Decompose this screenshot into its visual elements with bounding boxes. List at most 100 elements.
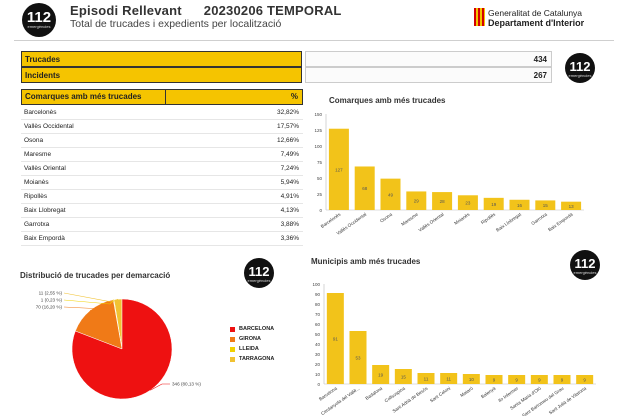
row-comarca: Maresme (24, 151, 52, 158)
bar (372, 365, 390, 384)
bar (380, 178, 401, 210)
bar-value-label: 9 (515, 378, 518, 383)
row-percent: 5,94% (280, 179, 299, 186)
table-row: Baix Llobregat 4,13% (21, 204, 303, 218)
table-row: Garrotxa 3,88% (21, 218, 303, 232)
logo-subtext: emergències (573, 270, 597, 275)
bar (508, 375, 526, 384)
legend-label: BARCELONA (239, 326, 275, 332)
x-tick-label: Osona (379, 211, 393, 223)
pie-leader-line (63, 306, 105, 311)
bar (553, 375, 571, 384)
bar (349, 331, 367, 384)
row-percent: 32,82% (276, 109, 299, 116)
demarcacio-pie-chart: 11 (2,55 %) 1 (0,23 %) 70 (16,20 %) 346 (80… (36, 291, 201, 400)
row-comarca: Ripollès (24, 193, 48, 200)
bar (530, 375, 548, 384)
incidents-value: 267 (305, 67, 552, 83)
row-comarca: Baix Empordà (24, 235, 65, 242)
row-percent: 12,66% (276, 137, 299, 144)
row-percent: 17,57% (276, 123, 299, 130)
incidents-label: Incidents (21, 67, 302, 83)
table-row: Maresme 7,49% (21, 148, 303, 162)
table-row: Vallès Occidental 17,57% (21, 120, 303, 134)
x-tick-label: Sant Celoni (429, 386, 451, 404)
legend-swatch (230, 337, 235, 342)
municipis-chart-title: Municipis amb més trucades (311, 257, 421, 266)
x-tick-label: Cerdanyola del Vallè... (320, 386, 360, 416)
y-tick-label: 50 (317, 176, 323, 181)
y-tick-label: 150 (314, 112, 322, 117)
bar-value-label: 68 (362, 186, 368, 191)
bar-value-label: 11 (446, 377, 451, 382)
bar-value-label: 91 (333, 337, 339, 342)
legend-item: LLEIDA (230, 344, 274, 354)
legend-label: GIRONA (239, 336, 261, 342)
bar-value-label: 49 (388, 192, 394, 197)
y-tick-label: 25 (317, 192, 323, 197)
legend-label: TARRAGONA (239, 356, 275, 362)
pie-slice-label: 1 (0,23 %) (41, 298, 63, 303)
pie-slice-label: 70 (16,20 %) (36, 305, 63, 310)
catalan-flag-icon (474, 8, 485, 26)
112-logo: 112 emergències (565, 53, 595, 83)
bar-value-label: 10 (469, 377, 475, 382)
municipis-bar-chart: 0 10 20 30 40 50 60 70 80 90 100 91 Barcelona 53 Cerda… (312, 282, 596, 416)
bar (417, 373, 435, 384)
gencat-name: Generalitat de Catalunya (488, 8, 583, 18)
header-divider (14, 40, 614, 41)
legend-swatch (230, 347, 235, 352)
table-row: Barcelonès 32,82% (21, 106, 303, 120)
bar (326, 293, 344, 384)
pie-slice-label: 346 (80,13 %) (172, 382, 201, 387)
row-percent: 4,13% (280, 207, 299, 214)
table-row: Ripollès 4,91% (21, 190, 303, 204)
112-logo: 112 emergències (570, 250, 600, 280)
legend-swatch (230, 327, 235, 332)
x-tick-label: Mataró (459, 385, 474, 398)
bar-value-label: 29 (414, 199, 420, 204)
bar (394, 369, 412, 384)
bar-value-label: 15 (401, 375, 407, 380)
row-comarca: Barcelonès (24, 109, 57, 116)
y-tick-label: 60 (315, 322, 321, 327)
bar-value-label: 9 (538, 378, 541, 383)
pie-legend: BARCELONA GIRONA LLEIDA TARRAGONA (230, 324, 274, 364)
x-tick-label: Sant Julià de Vilatorta (548, 385, 588, 415)
y-tick-label: 50 (315, 332, 321, 337)
page-subtitle: Total de trucades i expedients per local… (70, 18, 282, 30)
legend-item: BARCELONA (230, 324, 274, 334)
x-tick-label: Barcelonès (320, 211, 342, 229)
y-tick-label: 100 (312, 282, 320, 287)
row-comarca: Osona (24, 137, 44, 144)
pie-leader-line (63, 299, 114, 305)
y-tick-label: 40 (315, 342, 321, 347)
pie-slice-label: 11 (2,55 %) (39, 291, 63, 296)
y-tick-label: 70 (315, 312, 321, 317)
logo-subtext: emergències (27, 24, 51, 29)
comarques-chart-title: Comarques amb més trucades (329, 96, 446, 105)
bar-value-label: 15 (543, 203, 549, 208)
row-comarca: Baix Llobregat (24, 207, 66, 214)
x-tick-label: Balenyà (480, 385, 497, 399)
112-logo: 112 emergències (22, 3, 56, 37)
x-tick-label: Baix Llobregat (495, 211, 523, 232)
y-tick-label: 30 (315, 352, 321, 357)
table-row: Baix Empordà 3,36% (21, 232, 303, 246)
row-percent: 3,36% (280, 235, 299, 242)
x-tick-label: Moianès (453, 211, 471, 225)
bar (406, 191, 427, 210)
page-title: Episodi Rellevant 20230206 TEMPORAL (70, 3, 342, 18)
x-tick-label: Baix Empordà (547, 211, 574, 232)
bar (576, 375, 594, 384)
row-percent: 7,24% (280, 165, 299, 172)
y-tick-label: 0 (319, 208, 322, 213)
logo-number: 112 (248, 264, 270, 279)
table-row: Osona 12,66% (21, 134, 303, 148)
pie-leader-line (150, 383, 170, 391)
calls-value: 434 (305, 51, 552, 67)
logo-subtext: emergències (568, 73, 592, 78)
x-tick-label: Maresme (400, 211, 419, 226)
112-logo: 112 emergències (244, 258, 274, 288)
